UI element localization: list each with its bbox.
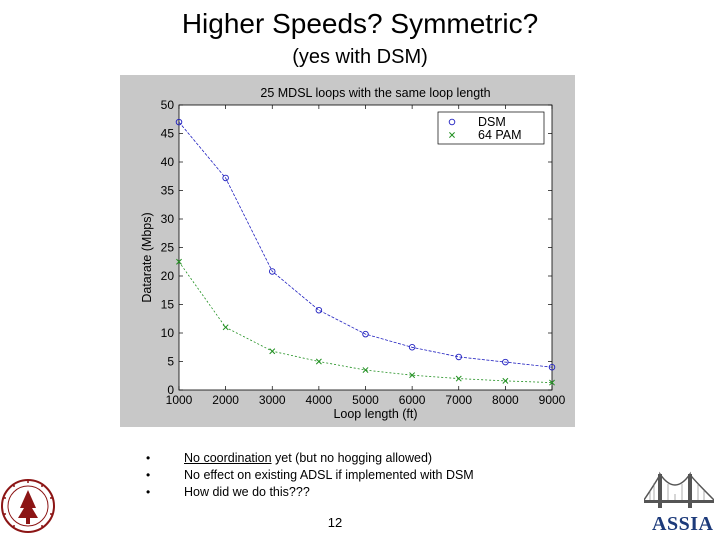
y-tick-label: 40: [161, 155, 175, 169]
x-axis-label: Loop length (ft): [333, 407, 417, 421]
data-point-circle: [548, 363, 556, 371]
university-seal-logo: [0, 478, 56, 539]
y-tick-label: 5: [167, 355, 174, 369]
y-tick-label: 45: [161, 127, 175, 141]
data-point-cross: [222, 324, 229, 331]
bullet-list: No coordination yet (but no hogging allo…: [144, 450, 474, 501]
legend-label: DSM: [478, 115, 506, 129]
x-tick-label: 5000: [352, 393, 379, 407]
datarate-chart: 25 MDSL loops with the same loop length 1…: [140, 86, 566, 421]
y-tick-label: 15: [161, 298, 175, 312]
legend-label: 64 PAM: [478, 128, 522, 142]
bullet-text: yet (but no hogging allowed): [271, 451, 433, 465]
chart-title: 25 MDSL loops with the same loop length: [260, 86, 490, 100]
bullet-item: No coordination yet (but no hogging allo…: [144, 450, 474, 467]
data-point-circle: [315, 306, 323, 314]
data-point-circle: [455, 353, 463, 361]
data-point-cross: [315, 358, 322, 365]
bullet-underlined-text: No coordination: [184, 451, 272, 465]
legend-marker-cross: [449, 132, 455, 138]
x-tick-label: 9000: [539, 393, 566, 407]
data-point-cross: [362, 367, 369, 374]
x-tick-label: 8000: [492, 393, 519, 407]
x-tick-label: 3000: [259, 393, 286, 407]
assia-logo-text: ASSIA: [652, 513, 714, 535]
data-point-cross: [549, 379, 555, 386]
bullet-item: How did we do this???: [144, 484, 474, 501]
series-line-1: [178, 261, 553, 383]
x-tick-label: 6000: [399, 393, 426, 407]
y-tick-label: 25: [161, 241, 175, 255]
bullet-item: No effect on existing ADSL if implemente…: [144, 467, 474, 484]
legend-box: [437, 111, 545, 145]
y-tick-label: 0: [167, 383, 174, 397]
y-tick-label: 20: [161, 269, 175, 283]
data-point-circle: [222, 174, 229, 182]
data-point-cross: [502, 377, 509, 384]
data-point-circle: [362, 330, 369, 338]
y-tick-label: 50: [161, 98, 175, 112]
chart-figure: 25 MDSL loops with the same loop length 1…: [120, 75, 575, 427]
bullet-text: How did we do this???: [184, 485, 310, 499]
y-tick-label: 10: [161, 326, 175, 340]
data-point-circle: [502, 358, 509, 366]
data-point-circle: [175, 118, 183, 126]
x-tick-label: 7000: [445, 393, 472, 407]
y-tick-label: 35: [161, 184, 175, 198]
series-line-0: [178, 121, 553, 368]
slide-title: Higher Speeds? Symmetric?: [181, 8, 539, 39]
data-point-cross: [455, 375, 462, 382]
data-point-cross: [409, 372, 416, 379]
y-axis-label: Datarate (Mbps): [140, 212, 154, 302]
legend-marker-circle: [448, 118, 456, 126]
data-point-circle: [408, 344, 416, 351]
data-point-cross: [269, 348, 276, 355]
page-number: 12: [327, 515, 343, 530]
y-tick-label: 30: [161, 212, 175, 226]
x-tick-label: 4000: [306, 393, 333, 407]
bullet-text: No effect on existing ADSL if implemente…: [184, 468, 474, 482]
slide-subtitle: (yes with DSM): [292, 46, 428, 68]
assia-bridge-logo: [643, 470, 715, 519]
x-tick-label: 2000: [212, 393, 239, 407]
data-point-cross: [176, 258, 182, 265]
data-point-circle: [268, 268, 276, 275]
x-tick-label: 1000: [166, 393, 193, 407]
plot-area: [178, 104, 553, 391]
